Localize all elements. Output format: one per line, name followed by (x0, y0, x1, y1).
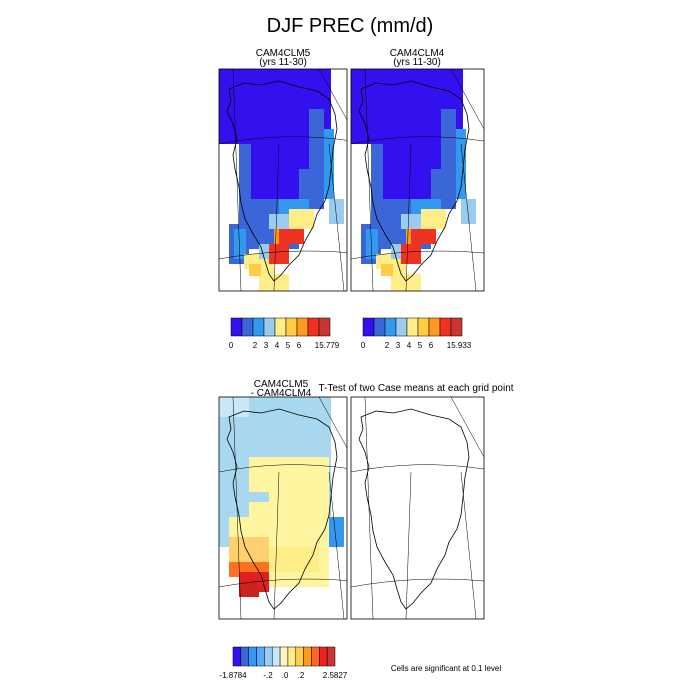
colorbar-swatch (450, 317, 463, 337)
map-cell (309, 109, 324, 169)
map-outline (351, 397, 484, 619)
panel-title: CAM4CLM5 (256, 48, 311, 59)
map-panel (351, 397, 484, 619)
colorbar-label: 0 (229, 341, 234, 350)
map-panel (219, 397, 347, 619)
colorbar-swatch (285, 317, 298, 337)
panel-title: T-Test of two Case means at each grid po… (318, 383, 513, 394)
map-cell (401, 214, 426, 229)
map-cell (249, 492, 269, 502)
colorbar-swatch (439, 317, 452, 337)
colorbar-swatch (287, 646, 297, 667)
map-cell (461, 199, 476, 224)
colorbar-swatch (311, 646, 320, 667)
colorbar-label: 5 (418, 341, 423, 350)
map-cell (366, 229, 378, 259)
colorbar-swatch (326, 646, 336, 667)
colorbar-label: -.2 (263, 671, 273, 680)
map-cell (329, 517, 344, 547)
colorbar-swatch (362, 317, 375, 337)
map-cell (456, 129, 466, 199)
colorbar-swatch (296, 317, 309, 337)
colorbar-swatch (295, 646, 304, 667)
colorbar-label: .2 (298, 671, 305, 680)
colorbar-swatch (428, 317, 441, 337)
map-cell (279, 229, 304, 244)
panel-subtitle: (yrs 11-30) (259, 57, 307, 68)
map-cell (381, 264, 393, 276)
map-cell (259, 274, 289, 291)
colorbar-label: 3 (396, 341, 401, 350)
panel-subtitle: (yrs 11-30) (393, 57, 441, 68)
colorbar-label: 4 (275, 341, 280, 350)
colorbar-label: 4 (407, 341, 412, 350)
colorbar-label: 15.779 (315, 341, 340, 350)
colorbar-swatch (279, 646, 289, 667)
colorbar-swatch (256, 646, 265, 667)
map-cell (269, 214, 294, 229)
colorbar-swatch (274, 317, 287, 337)
panel-title: CAM4CLM4 (390, 48, 445, 59)
colorbar-swatch (406, 317, 419, 337)
colorbar-label: 2 (385, 341, 390, 350)
colorbar-swatch (395, 317, 408, 337)
panel-title: CAM4CLM5 (254, 379, 309, 390)
colorbar-swatch (417, 317, 430, 337)
colorbar-label: 15.933 (447, 341, 472, 350)
colorbar-label: 6 (297, 341, 302, 350)
map-cell (401, 244, 421, 264)
colorbar-label: 5 (286, 341, 291, 350)
map-cell (289, 209, 314, 229)
colorbar-swatch (232, 646, 242, 667)
map-cell (234, 229, 246, 259)
colorbar-swatch (318, 317, 331, 337)
colorbar-swatch (263, 317, 276, 337)
map-cell (391, 274, 421, 291)
colorbar-swatch (252, 317, 265, 337)
map-panel (219, 69, 347, 291)
colorbar-swatch (303, 646, 312, 667)
map-cell (269, 244, 289, 264)
colorbar-label: 0 (361, 341, 366, 350)
panel-frame (350, 68, 485, 292)
map-cell (324, 129, 334, 199)
map-cell (421, 209, 446, 229)
map-cell (249, 264, 261, 276)
note: Cells are significant at 0.1 level (391, 664, 502, 673)
panel-subtitle: - CAM4CLM4 (251, 388, 312, 399)
panel-frame (218, 396, 348, 620)
colorbar-swatch (240, 646, 249, 667)
colorbar-swatch (248, 646, 257, 667)
colorbar-swatch (271, 646, 281, 667)
map-cell (239, 582, 259, 597)
figure-title: DJF PREC (mm/d) (267, 15, 434, 37)
colorbar-label: 6 (429, 341, 434, 350)
map-cell (219, 397, 249, 417)
panel-frame (218, 68, 348, 292)
map-cell (441, 109, 456, 169)
colorbar-label: 2.5827 (323, 671, 348, 680)
colorbar-swatch (373, 317, 386, 337)
colorbar-label: 2 (253, 341, 258, 350)
colorbar-label: 3 (264, 341, 269, 350)
colorbar-swatch (241, 317, 254, 337)
map-cell (411, 229, 436, 244)
map-cell (329, 199, 344, 224)
colorbar-swatch (264, 646, 273, 667)
map-panel (351, 69, 484, 291)
panel-frame (350, 396, 485, 620)
colorbar-swatch (319, 646, 328, 667)
colorbar-swatch (230, 317, 243, 337)
colorbar-swatch (384, 317, 397, 337)
colorbar-label: -1.8784 (219, 671, 247, 680)
colorbar-label: .0 (282, 671, 289, 680)
colorbar-swatch (307, 317, 320, 337)
